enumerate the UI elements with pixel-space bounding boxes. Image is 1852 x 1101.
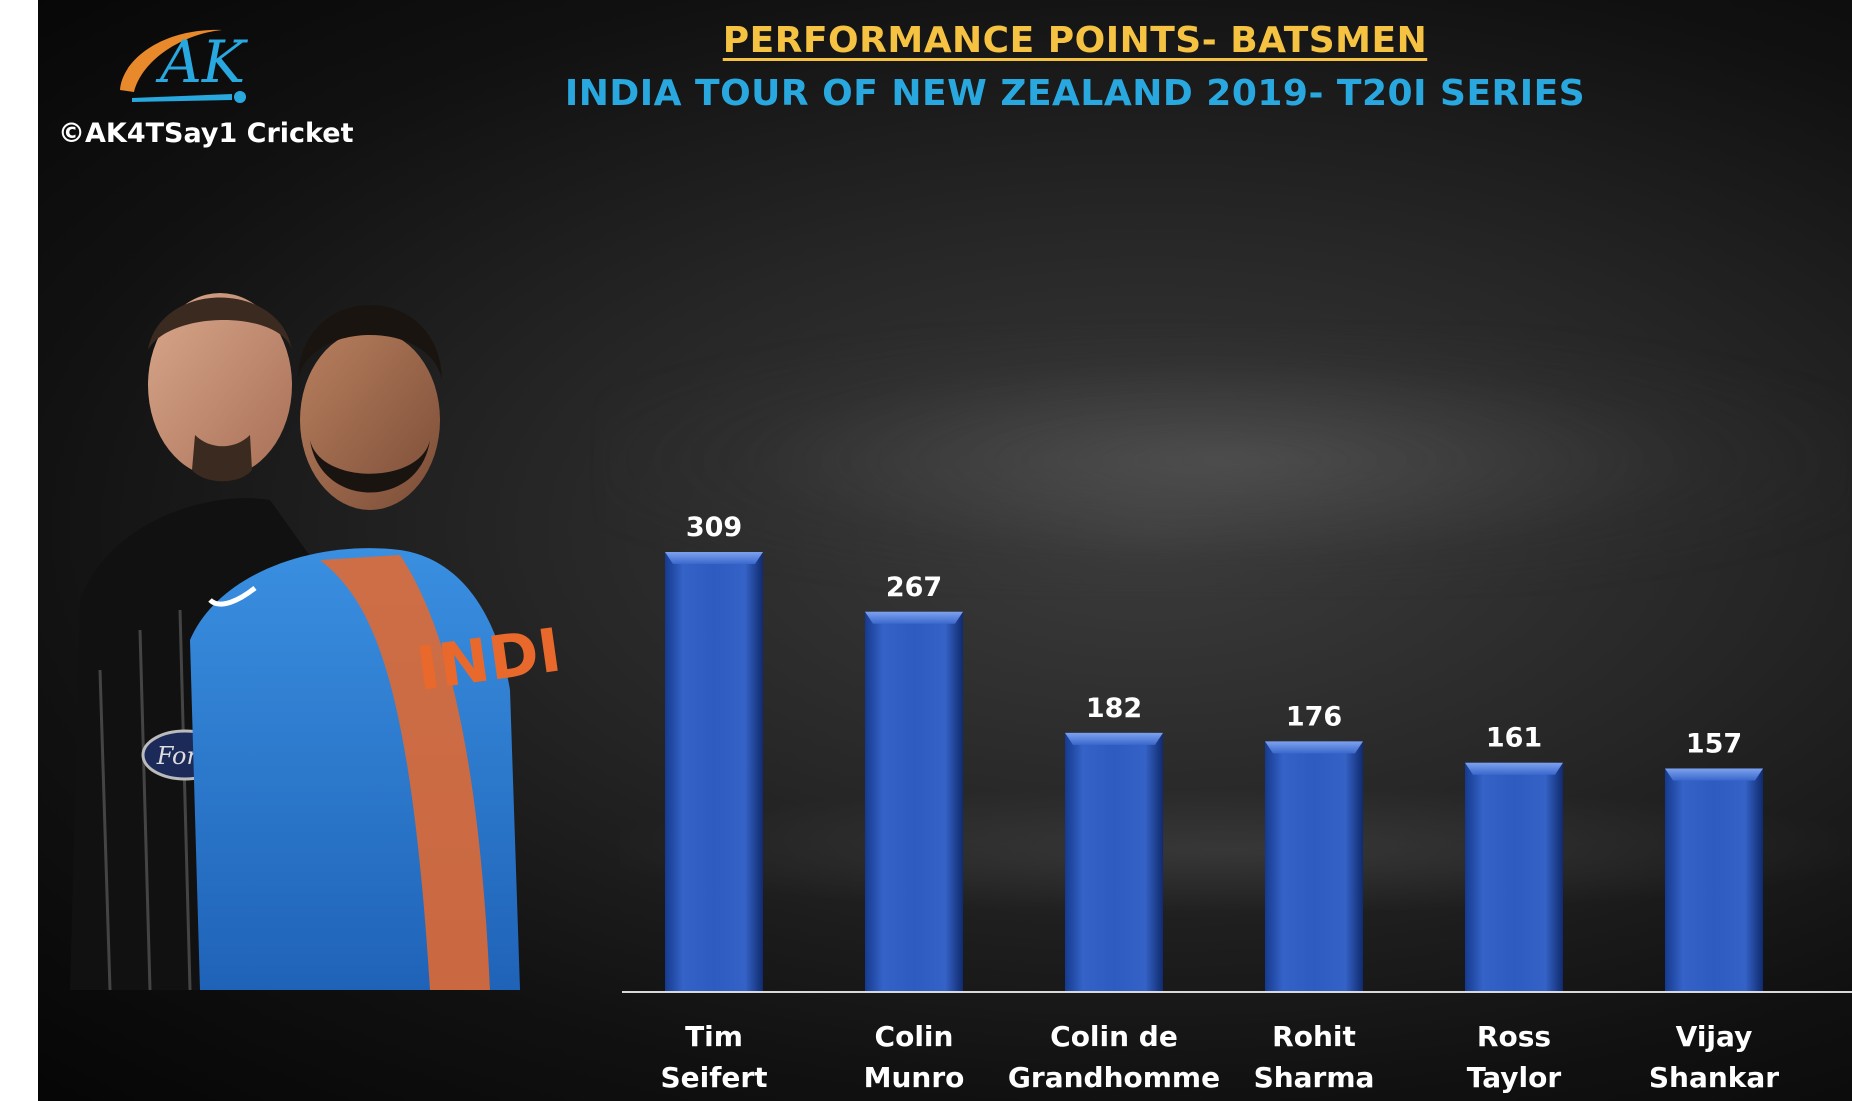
category-label-0-0: Tim — [685, 1020, 743, 1053]
stadium-floor-glow — [620, 790, 1850, 910]
data-label-5: 157 — [1686, 728, 1742, 759]
category-labels-group: Tim Seifert Colin Munro Colin de Grandhomme Ro… — [660, 1020, 1779, 1094]
bar-body — [1265, 741, 1363, 992]
bar-3: 176 — [1265, 701, 1363, 992]
player-blue-kit: INDI — [190, 305, 565, 990]
copyright-text: ©AK4TSay1 Cricket — [58, 118, 354, 149]
bar-body — [1065, 732, 1163, 992]
category-label-2-1: Grandhomme — [1008, 1061, 1220, 1094]
bar-5: 157 — [1665, 728, 1763, 992]
data-label-2: 182 — [1086, 693, 1142, 724]
bars-group: 309 267 182 176 161 157 — [665, 512, 1763, 992]
ak-logo-icon: AK — [120, 28, 249, 103]
bar-top-bevel — [1465, 762, 1563, 775]
bar-top-bevel — [1665, 768, 1763, 781]
category-label-4-1: Taylor — [1467, 1061, 1562, 1094]
category-label-5-1: Shankar — [1649, 1061, 1779, 1094]
bar-body — [1465, 762, 1563, 992]
stadium-background-haze — [600, 330, 1850, 590]
bar-4: 161 — [1465, 723, 1563, 992]
data-label-4: 161 — [1486, 723, 1542, 754]
bar-2: 182 — [1065, 693, 1163, 992]
chart-subtitle: INDIA TOUR OF NEW ZEALAND 2019- T20I SER… — [564, 73, 1586, 114]
category-label-3-0: Rohit — [1272, 1020, 1356, 1053]
bar-body — [865, 611, 963, 992]
bar-body — [1665, 768, 1763, 992]
bar-top-bevel — [1065, 732, 1163, 745]
data-label-0: 309 — [686, 512, 742, 543]
category-label-2-0: Colin de — [1050, 1020, 1178, 1053]
category-label-3-1: Sharma — [1254, 1061, 1375, 1094]
bar-top-bevel — [865, 611, 963, 624]
chart-title: PERFORMANCE POINTS- BATSMEN — [722, 20, 1428, 61]
category-label-0-1: Seifert — [660, 1061, 767, 1094]
bar-chart: 309 267 182 176 161 157 Tim Seifert Colin Munro C… — [622, 512, 1852, 1094]
left-margin-strip — [0, 0, 38, 1101]
bar-0: 309 — [665, 512, 763, 992]
players-photo: Ford INDI — [70, 293, 565, 990]
category-label-5-0: Vijay — [1676, 1020, 1753, 1053]
bar-body — [665, 552, 763, 992]
bar-1: 267 — [865, 572, 963, 992]
data-label-1: 267 — [886, 572, 942, 603]
bar-top-bevel — [665, 552, 763, 564]
category-label-1-1: Munro — [864, 1061, 965, 1094]
data-label-3: 176 — [1286, 701, 1342, 732]
category-label-1-0: Colin — [875, 1020, 954, 1053]
category-label-4-0: Ross — [1477, 1020, 1551, 1053]
logo-text: AK — [155, 28, 249, 96]
bar-top-bevel — [1265, 741, 1363, 754]
